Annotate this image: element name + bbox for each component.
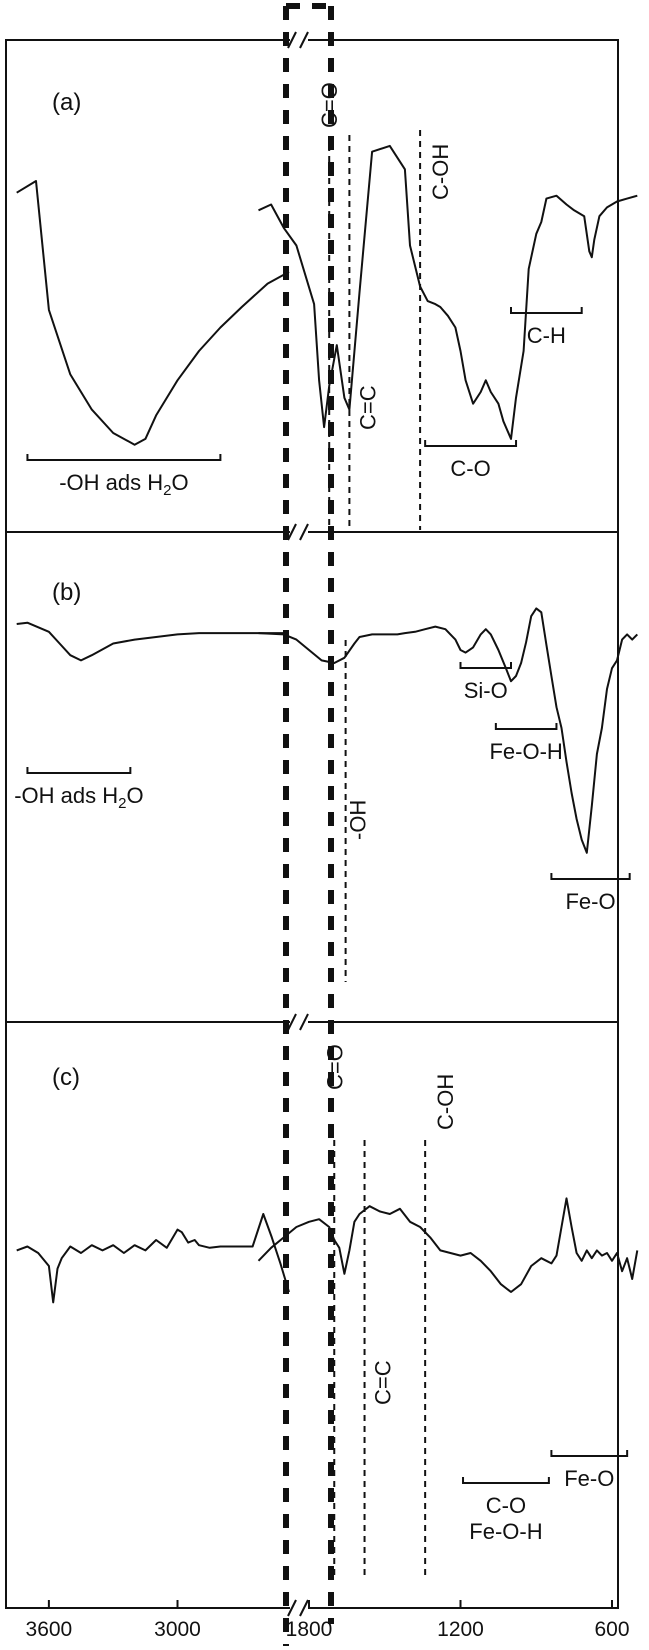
panel-frame-a xyxy=(5,39,619,533)
range-bracket-c-1 xyxy=(550,1450,629,1457)
x-tick-label-3: 1200 xyxy=(437,1618,484,1641)
spectrum-b-right xyxy=(258,607,639,854)
break-gap-3 xyxy=(290,1603,308,1613)
marker-label-c-1: C=C xyxy=(371,1360,396,1405)
break-slash-a-3 xyxy=(287,1599,297,1617)
break-slash-a-0 xyxy=(287,31,297,49)
range-bracket-b-2 xyxy=(494,723,558,730)
range-label-a-2: C-H xyxy=(527,323,566,348)
spectrum-c-right xyxy=(257,1197,639,1293)
spectra-traces xyxy=(16,144,639,1304)
range-label-b-0: -OH ads H2O xyxy=(14,783,143,812)
break-slash-b-2 xyxy=(299,1013,309,1031)
panel-frame-b xyxy=(5,531,619,1023)
spectrum-a-left xyxy=(16,180,290,446)
range-bracket-a-2 xyxy=(510,307,583,314)
range-bracket-c-0 xyxy=(462,1477,550,1484)
spectrum-b-left xyxy=(16,621,289,662)
range-bracket-b-3 xyxy=(550,873,631,880)
break-slash-b-3 xyxy=(299,1599,309,1617)
panel-tag-c: (c) xyxy=(52,1064,80,1091)
marker-label-c-0: C=O xyxy=(322,1044,347,1090)
panel-tag-b: (b) xyxy=(52,579,81,606)
x-tick-label-2: 1800 xyxy=(286,1618,333,1641)
range-bracket-a-1 xyxy=(424,440,518,447)
x-axis: 3600 3000 1800 1200 600 xyxy=(26,1600,630,1641)
panel-frame-c xyxy=(5,1021,619,1609)
break-gap-1 xyxy=(290,527,308,537)
x-tick-label-4: 600 xyxy=(594,1618,629,1641)
break-slash-b-1 xyxy=(299,523,309,541)
range-bracket-a-0 xyxy=(26,454,222,461)
spectrum-a-right xyxy=(258,144,638,440)
range-bracket-b-1 xyxy=(459,662,512,669)
range-bracket-b-0 xyxy=(26,767,132,774)
range-label-c-0-second: Fe-O-H xyxy=(469,1519,542,1544)
range-label-b-3: Fe-O xyxy=(565,889,615,914)
panel-frames: (a) (b) (c) xyxy=(5,39,619,1609)
range-label-c-0: C-O xyxy=(486,1493,526,1518)
marker-label-c-2: C-OH xyxy=(433,1074,458,1130)
break-slash-b-0 xyxy=(299,31,309,49)
x-tick-label-1: 3000 xyxy=(154,1618,201,1641)
marker-label-a-2: C-OH xyxy=(428,144,453,200)
range-label-a-0: -OH ads H2O xyxy=(59,470,188,499)
spectrum-c-left xyxy=(16,1213,290,1304)
range-label-a-1: C-O xyxy=(450,456,490,481)
marker-label-a-1: C=C xyxy=(355,385,380,430)
panel-tag-a: (a) xyxy=(52,89,81,116)
axis-break-overlay xyxy=(283,3,334,1646)
break-slash-a-1 xyxy=(287,523,297,541)
x-tick-label-0: 3600 xyxy=(26,1618,73,1641)
marker-label-b-0: -OH xyxy=(346,800,371,840)
range-label-b-1: Si-O xyxy=(464,678,508,703)
break-gap-2 xyxy=(290,1017,308,1027)
break-gap-0 xyxy=(290,35,308,45)
band-markers: C=O C=C C-OH -OH ads H2O C-O C-H -OH -OH ads H2… xyxy=(14,82,631,1580)
break-slash-a-2 xyxy=(287,1013,297,1031)
range-label-b-2: Fe-O-H xyxy=(489,739,562,764)
range-label-c-1: Fe-O xyxy=(564,1466,614,1491)
